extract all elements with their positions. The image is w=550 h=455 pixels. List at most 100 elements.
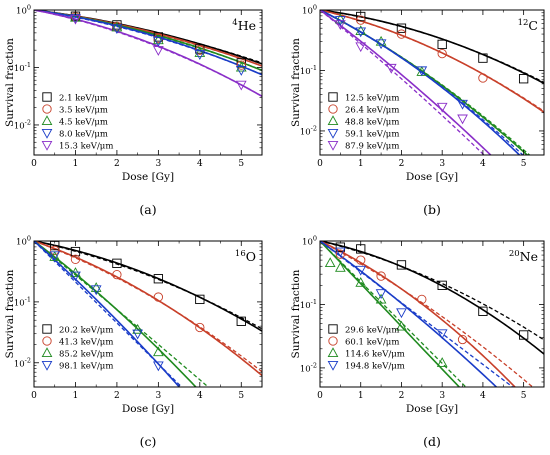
legend-label: 3.5 keV/μm xyxy=(59,106,108,116)
y-tick-label: 10-1 xyxy=(14,295,31,308)
legend: 12.5 keV/μm 26.4 keV/μm 48.8 keV/μm 59.1 ke… xyxy=(327,92,399,152)
legend-marker xyxy=(328,92,338,102)
data-point xyxy=(355,25,367,36)
data-point xyxy=(70,271,81,282)
data-point xyxy=(235,80,247,91)
legend-marker xyxy=(42,324,52,334)
data-point xyxy=(50,245,60,256)
data-point xyxy=(385,63,397,74)
data-point xyxy=(355,27,367,38)
data-point xyxy=(153,36,164,47)
legend-label: 60.1 keV/μm xyxy=(345,338,399,348)
fit-line-dashed xyxy=(320,10,544,84)
legend-label: 85.2 keV/μm xyxy=(59,350,113,360)
x-tick-label: 4 xyxy=(197,159,203,169)
y-tick-label: 100 xyxy=(16,235,31,248)
chart-panel-1: 0 1 2 3 4 5 100 10-1 10-2 Dose [Gy] Survival fract… xyxy=(4,4,263,217)
legend: 29.6 keV/μm 60.1 keV/μm 114.6 keV/μm 194.8 … xyxy=(327,324,405,372)
fit-line-dashed xyxy=(320,10,485,155)
fit-line-solid xyxy=(34,241,197,387)
data-point xyxy=(396,23,407,33)
x-tick-label: 3 xyxy=(439,391,445,401)
chart-panel-2: 0 1 2 3 4 5 100 10-1 10-2 Dose [Gy] Survival fract… xyxy=(290,4,545,217)
x-tick-label: 1 xyxy=(358,159,364,169)
legend-marker xyxy=(42,336,52,346)
legend-marker xyxy=(41,360,53,371)
x-tick-label: 4 xyxy=(197,391,203,401)
data-point xyxy=(457,99,468,110)
legend-marker xyxy=(328,104,338,114)
y-tick-label: 100 xyxy=(302,4,317,17)
data-point xyxy=(70,14,81,25)
data-point xyxy=(356,15,366,25)
data-point xyxy=(376,271,386,281)
legend-label: 194.8 keV/μm xyxy=(345,362,405,372)
legend-label: 8.0 keV/μm xyxy=(59,130,108,140)
data-point xyxy=(335,249,346,259)
data-point xyxy=(194,50,206,60)
fit-line-dashed xyxy=(320,241,544,341)
data-points xyxy=(70,11,247,91)
legend-label: 20.2 keV/μm xyxy=(59,326,113,336)
legend-label: 12.5 keV/μm xyxy=(345,94,399,104)
fit-line-solid xyxy=(320,10,544,113)
x-tick-label: 5 xyxy=(521,391,527,401)
plot-frame xyxy=(33,9,263,156)
legend-marker xyxy=(42,104,52,114)
data-point xyxy=(236,58,246,68)
y-tick-label: 100 xyxy=(302,235,317,248)
plot-frame xyxy=(33,240,263,388)
legend-label: 2.1 keV/μm xyxy=(59,94,108,104)
data-point xyxy=(236,60,246,70)
data-point xyxy=(396,308,407,319)
data-point xyxy=(195,294,205,305)
panel-label: (d) xyxy=(423,434,441,449)
data-point xyxy=(356,255,366,265)
legend-label: 4.5 keV/μm xyxy=(59,118,108,128)
y-tick-label: 10-2 xyxy=(300,124,317,137)
x-tick-label: 5 xyxy=(521,159,527,169)
legend-label: 26.4 keV/μm xyxy=(345,106,399,116)
data-point xyxy=(457,114,468,125)
legend-label: 15.3 keV/μm xyxy=(59,142,113,152)
x-axis-label: Dose [Gy] xyxy=(122,171,174,183)
legend-marker xyxy=(327,140,339,151)
data-point xyxy=(195,322,205,333)
legend-marker xyxy=(41,115,53,126)
data-point xyxy=(457,334,468,345)
y-axis-label: Survival fraction xyxy=(290,38,302,127)
x-tick-label: 2 xyxy=(399,391,405,401)
fit-line-dashed xyxy=(34,241,183,387)
data-point xyxy=(436,329,448,340)
data-point xyxy=(236,316,246,326)
data-point xyxy=(518,74,529,84)
panel-label: (b) xyxy=(423,202,441,217)
legend-label: 48.8 keV/μm xyxy=(345,118,399,128)
fit-curves xyxy=(320,241,544,387)
legend-marker xyxy=(41,128,53,139)
data-point xyxy=(70,11,81,22)
ion-label: 12C xyxy=(518,18,538,33)
fit-line-solid xyxy=(320,241,544,355)
y-axis-label: Survival fraction xyxy=(4,38,16,127)
data-point xyxy=(111,21,123,32)
data-point xyxy=(153,292,164,302)
fit-line-solid xyxy=(320,241,461,387)
data-point xyxy=(355,42,367,53)
data-point xyxy=(132,329,143,340)
legend: 20.2 keV/μm 41.3 keV/μm 85.2 keV/μm 98.1 ke… xyxy=(41,324,113,372)
ion-label: 20Ne xyxy=(509,249,538,264)
data-point xyxy=(49,251,61,262)
data-point xyxy=(437,48,447,59)
data-point xyxy=(478,306,488,316)
data-point xyxy=(437,280,447,290)
legend-marker xyxy=(327,128,339,139)
data-point xyxy=(355,265,367,276)
x-tick-label: 1 xyxy=(358,391,364,401)
x-tick-label: 5 xyxy=(238,159,244,169)
y-tick-label: 10-1 xyxy=(14,61,31,74)
data-point xyxy=(396,320,407,331)
chart-panel-3: 0 1 2 3 4 5 100 10-1 10-2 Dose [Gy] Survival fract… xyxy=(4,235,263,449)
legend-label: 87.9 keV/μm xyxy=(345,142,399,152)
fit-line-dashed xyxy=(320,241,467,387)
